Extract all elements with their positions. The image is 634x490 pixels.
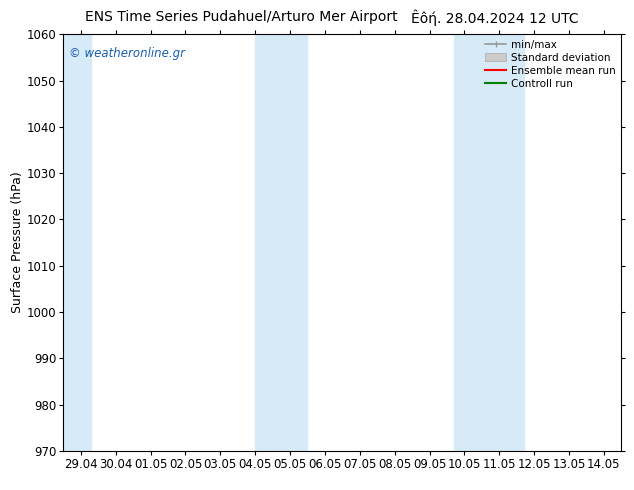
Y-axis label: Surface Pressure (hPa): Surface Pressure (hPa) [11, 172, 24, 314]
Text: © weatheronline.gr: © weatheronline.gr [69, 47, 185, 60]
Bar [63, 34, 91, 451]
Text: Êôή. 28.04.2024 12 UTC: Êôή. 28.04.2024 12 UTC [411, 10, 578, 26]
Text: ENS Time Series Pudahuel/Arturo Mer Airport: ENS Time Series Pudahuel/Arturo Mer Airp… [84, 10, 398, 24]
Bar [454, 34, 524, 451]
Legend: min/max, Standard deviation, Ensemble mean run, Controll run: min/max, Standard deviation, Ensemble me… [485, 40, 616, 89]
Bar [255, 34, 307, 451]
